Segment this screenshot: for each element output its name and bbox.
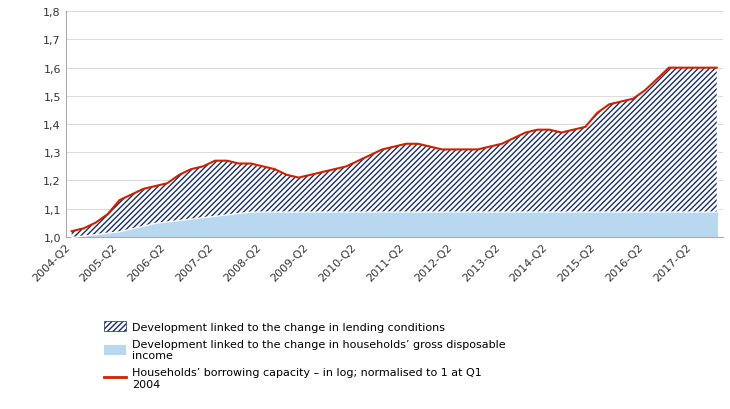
Legend: Development linked to the change in lending conditions, Development linked to th: Development linked to the change in lend… <box>104 321 505 389</box>
